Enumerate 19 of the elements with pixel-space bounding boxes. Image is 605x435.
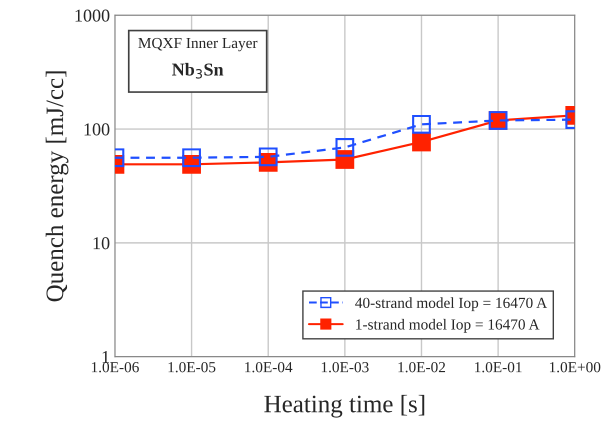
legend-label: 40-strand model Iop = 16470 A: [355, 297, 548, 312]
annotation: MQXF Inner Layer: [138, 38, 258, 52]
point: [335, 138, 354, 157]
x-tick-label: 1.0E-04: [245, 362, 292, 372]
y-tick-label: 1000: [76, 9, 110, 22]
x-tick-label: 1.0E-05: [168, 362, 216, 372]
annotation: Nb$_{3}$Sn: [172, 62, 224, 79]
x-tick-label: 1.0E+00: [550, 362, 600, 372]
x-tick-label: 1.0E-02: [398, 362, 446, 372]
legend-label: 1-strand model Iop = 16470 A: [356, 318, 540, 333]
x-tick-label: 1.0E-01: [475, 362, 522, 372]
y-tick-label: 1: [102, 351, 110, 363]
x-axis-title: Heating time [s]: [264, 394, 424, 418]
y-tick-label: 100: [84, 123, 110, 136]
y-axis-title: Quench energy [mJ/cc]: [46, 71, 68, 302]
x-tick-label: 1.0E-03: [322, 362, 369, 372]
y-tick-label: 10: [94, 237, 110, 250]
x-tick-label: 1.0E-06: [92, 362, 139, 372]
point: [258, 147, 278, 166]
